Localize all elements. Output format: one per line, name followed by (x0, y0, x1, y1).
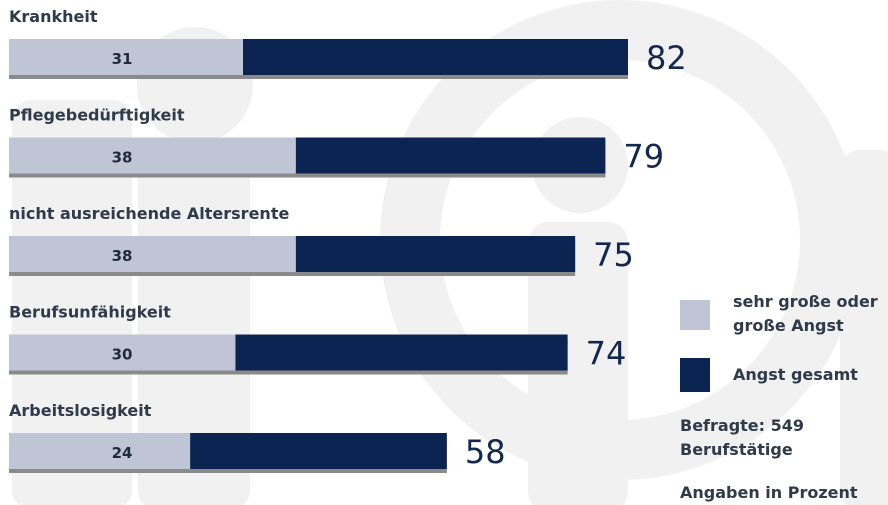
category-label: Pflegebedürftigkeit (9, 106, 185, 125)
bar-strong-fear (9, 236, 296, 272)
respondents-note: Befragte: 549 Berufstätige (680, 414, 804, 462)
data-label-strong-fear: 38 (112, 149, 133, 167)
data-label-total: 74 (586, 335, 627, 373)
category-label: Arbeitslosigkeit (9, 401, 152, 420)
legend-label-strong-fear-line2: große Angst (733, 316, 844, 335)
bar-strong-fear (9, 433, 191, 469)
data-label-total: 82 (646, 39, 687, 77)
data-label-total: 75 (593, 236, 634, 274)
legend-label-total-fear: Angst gesamt (733, 363, 858, 387)
data-label-total: 58 (465, 433, 506, 471)
bar-strong-fear (9, 137, 296, 174)
legend-label-strong-fear: sehr große oder große Angst (733, 290, 878, 338)
data-label-strong-fear: 24 (112, 444, 133, 462)
legend-swatch-total-fear (680, 358, 710, 392)
units-note: Angaben in Prozent (680, 483, 858, 502)
data-label-strong-fear: 38 (112, 247, 133, 265)
category-label: nicht ausreichende Altersrente (9, 204, 289, 223)
respondents-note-line1: Befragte: 549 (680, 416, 805, 435)
bar-strong-fear (9, 334, 236, 371)
data-label-strong-fear: 30 (112, 346, 133, 364)
legend-label-strong-fear-line1: sehr große oder (733, 292, 878, 311)
legend-label-total-fear-line1: Angst gesamt (733, 365, 858, 384)
category-label: Krankheit (9, 7, 98, 26)
bar-strong-fear (9, 39, 244, 75)
category-label: Berufsunfähigkeit (9, 303, 171, 322)
legend-swatch-strong-fear (680, 300, 710, 330)
data-label-strong-fear: 31 (112, 50, 133, 68)
data-label-total: 79 (623, 138, 664, 176)
respondents-note-line2: Berufstätige (680, 440, 793, 459)
